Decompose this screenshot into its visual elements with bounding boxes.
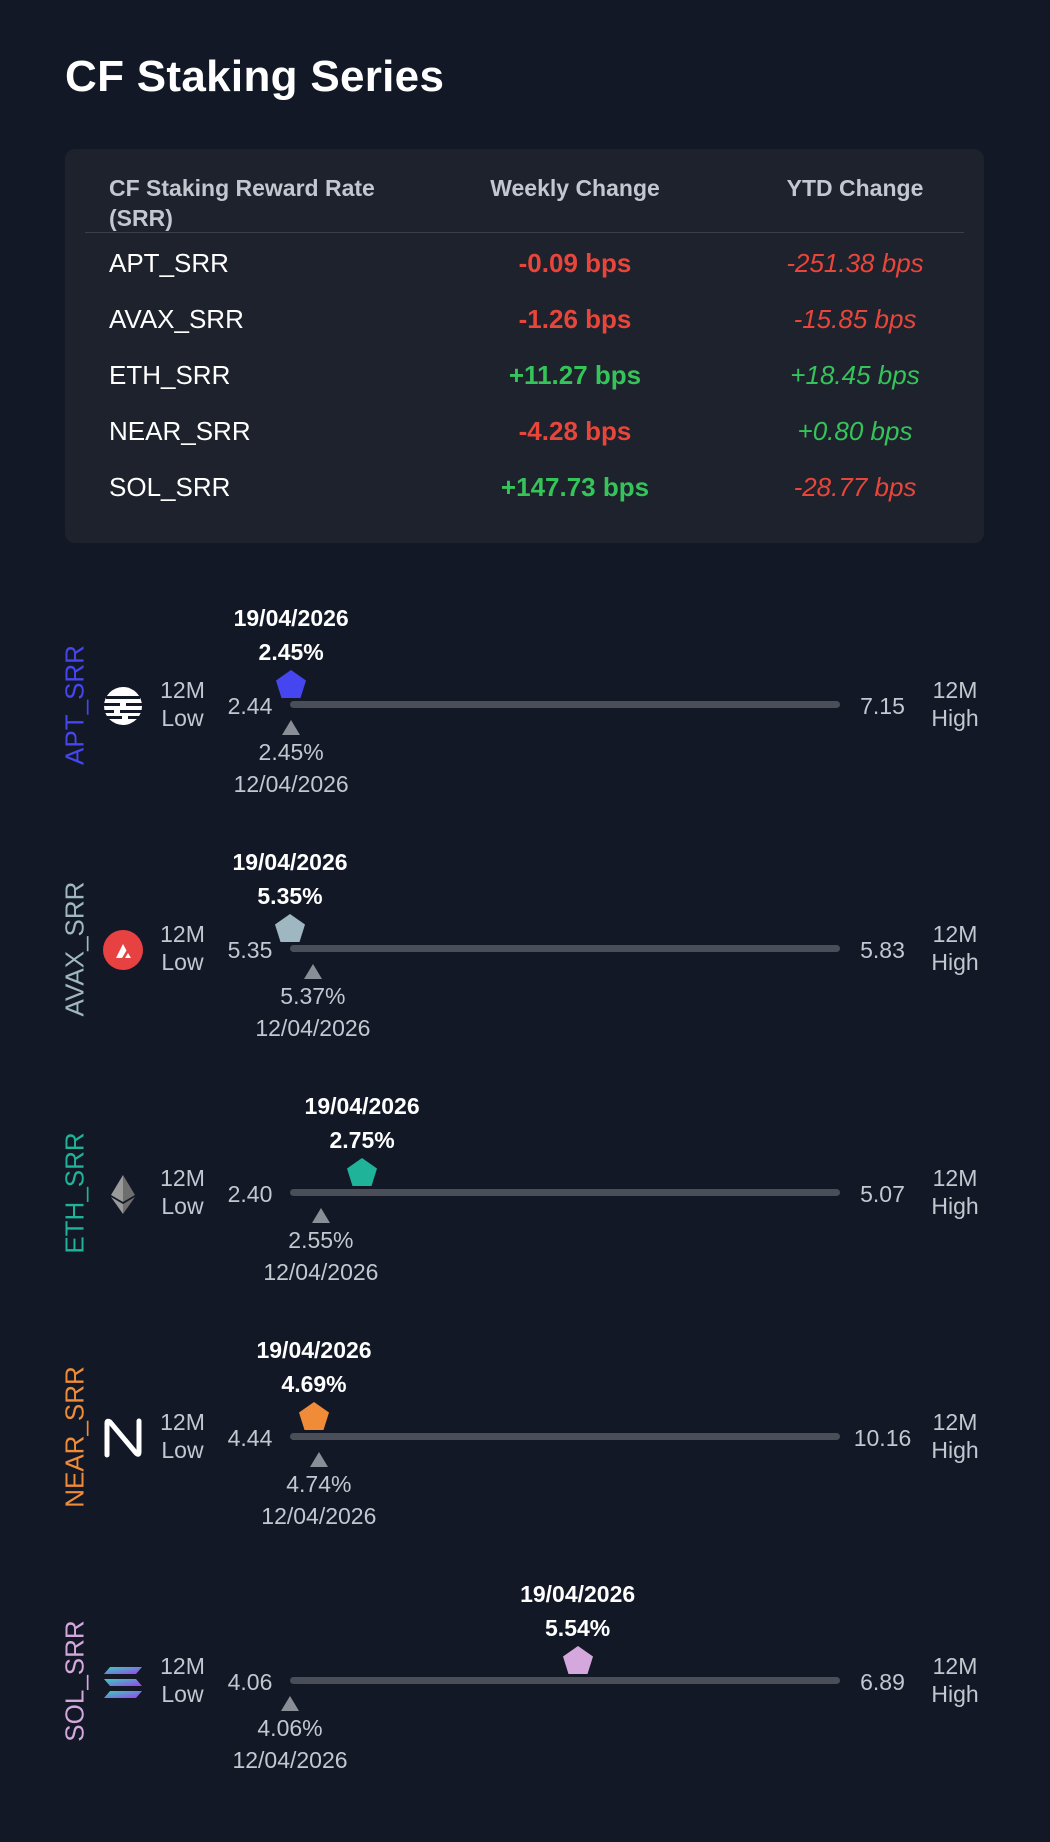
current-date: 19/04/2026 bbox=[233, 605, 349, 631]
range-track bbox=[290, 1677, 840, 1684]
table-header: CF Staking Reward Rate (SRR) Weekly Chan… bbox=[85, 173, 964, 233]
row-weekly-change: +147.73 bps bbox=[500, 472, 650, 502]
row-name: SOL_SRR bbox=[109, 472, 231, 502]
current-value: 2.75% bbox=[329, 1127, 395, 1153]
header-weekly-change: Weekly Change bbox=[490, 175, 660, 201]
low-label: 12M Low bbox=[160, 921, 205, 975]
row-ytd-change: -28.77 bps bbox=[793, 472, 917, 502]
series-eth: ETH_SRR 12M Low 2.40 5.07 12M High 19/04… bbox=[0, 1083, 1050, 1313]
series-label: NEAR_SRR bbox=[59, 1366, 90, 1508]
current-value: 5.54% bbox=[545, 1615, 611, 1641]
current-date: 19/04/2026 bbox=[232, 849, 348, 875]
series-label: ETH_SRR bbox=[59, 1132, 90, 1254]
solana-icon bbox=[104, 1667, 142, 1698]
row-ytd-change: +18.45 bps bbox=[790, 360, 920, 390]
table-row: APT_SRR -0.09 bps -251.38 bps bbox=[85, 235, 964, 291]
current-value: 5.35% bbox=[257, 883, 323, 909]
previous-value: 4.06% bbox=[257, 1715, 323, 1741]
high-value: 7.15 bbox=[860, 693, 905, 719]
series-near: NEAR_SRR 12M Low 4.44 10.16 12M High 19/… bbox=[0, 1327, 1050, 1557]
table-row: AVAX_SRR -1.26 bps -15.85 bps bbox=[85, 291, 964, 347]
previous-date: 12/04/2026 bbox=[263, 1259, 379, 1285]
high-value: 6.89 bbox=[860, 1669, 905, 1695]
aptos-icon bbox=[104, 687, 142, 725]
current-marker bbox=[299, 1402, 330, 1430]
high-label: 12M High bbox=[931, 921, 979, 975]
row-name: NEAR_SRR bbox=[109, 416, 251, 446]
current-marker bbox=[275, 914, 305, 942]
series-label: APT_SRR bbox=[59, 645, 90, 765]
high-value: 5.07 bbox=[860, 1181, 905, 1207]
row-ytd-change: -15.85 bps bbox=[793, 304, 917, 334]
row-ytd-change: +0.80 bps bbox=[797, 416, 913, 446]
low-value: 2.44 bbox=[227, 693, 273, 719]
row-weekly-change: +11.27 bps bbox=[508, 360, 642, 390]
row-name: AVAX_SRR bbox=[109, 304, 244, 334]
page-title: CF Staking Series bbox=[65, 52, 445, 101]
series-avax: AVAX_SRR 12M Low 5.35 5.83 12M High 19/0… bbox=[0, 839, 1050, 1069]
previous-value: 4.74% bbox=[286, 1471, 352, 1497]
high-value: 10.16 bbox=[853, 1425, 912, 1451]
near-icon bbox=[104, 1418, 142, 1458]
row-weekly-change: -0.09 bps bbox=[518, 248, 632, 278]
current-date: 19/04/2026 bbox=[304, 1093, 420, 1119]
table-row: ETH_SRR +11.27 bps +18.45 bps bbox=[85, 347, 964, 403]
row-weekly-change: -4.28 bps bbox=[518, 416, 632, 446]
high-value: 5.83 bbox=[860, 937, 905, 963]
series-label: AVAX_SRR bbox=[59, 881, 90, 1017]
previous-marker bbox=[309, 1452, 328, 1467]
avalanche-icon bbox=[103, 930, 143, 970]
previous-date: 12/04/2026 bbox=[261, 1503, 377, 1529]
previous-marker bbox=[303, 964, 322, 979]
row-name: APT_SRR bbox=[109, 248, 229, 278]
table-row: SOL_SRR +147.73 bps -28.77 bps bbox=[85, 459, 964, 515]
current-value: 4.69% bbox=[281, 1371, 347, 1397]
current-date: 19/04/2026 bbox=[256, 1337, 372, 1363]
current-value: 2.45% bbox=[258, 639, 324, 665]
low-value: 2.40 bbox=[227, 1181, 273, 1207]
previous-value: 2.45% bbox=[258, 739, 324, 765]
low-label: 12M Low bbox=[160, 677, 205, 731]
low-label: 12M Low bbox=[160, 1409, 205, 1463]
previous-date: 12/04/2026 bbox=[232, 1747, 348, 1773]
high-label: 12M High bbox=[931, 1653, 979, 1707]
series-apt: APT_SRR 12M Low 2.44 7.15 12M High 19/04… bbox=[0, 595, 1050, 825]
previous-marker bbox=[281, 1696, 299, 1711]
high-label: 12M High bbox=[931, 1165, 979, 1219]
series-sol: SOL_SRR 12M Low 4.06 6.89 12M High 19/04… bbox=[0, 1571, 1050, 1801]
low-value: 5.35 bbox=[227, 937, 273, 963]
previous-date: 12/04/2026 bbox=[233, 771, 349, 797]
range-track bbox=[290, 1433, 840, 1440]
summary-table: CF Staking Reward Rate (SRR) Weekly Chan… bbox=[65, 149, 984, 543]
low-value: 4.44 bbox=[227, 1425, 273, 1451]
high-label: 12M High bbox=[931, 1409, 979, 1463]
series-label: SOL_SRR bbox=[59, 1620, 90, 1742]
current-marker bbox=[276, 670, 307, 698]
previous-value: 2.55% bbox=[288, 1227, 354, 1253]
previous-value: 5.37% bbox=[280, 983, 346, 1009]
previous-date: 12/04/2026 bbox=[255, 1015, 371, 1041]
current-marker bbox=[347, 1158, 378, 1186]
row-ytd-change: -251.38 bps bbox=[786, 248, 924, 278]
range-track bbox=[290, 1189, 840, 1196]
low-value: 4.06 bbox=[227, 1669, 273, 1695]
low-label: 12M Low bbox=[160, 1653, 205, 1707]
header-name: CF Staking Reward Rate (SRR) bbox=[109, 175, 375, 231]
range-track bbox=[290, 945, 840, 952]
previous-marker bbox=[282, 720, 301, 735]
row-weekly-change: -1.26 bps bbox=[518, 304, 632, 334]
range-track bbox=[290, 701, 840, 708]
ethereum-icon bbox=[111, 1175, 135, 1214]
header-ytd-change: YTD Change bbox=[786, 175, 924, 201]
table-row: NEAR_SRR -4.28 bps +0.80 bps bbox=[85, 403, 964, 459]
previous-marker bbox=[311, 1208, 330, 1223]
row-name: ETH_SRR bbox=[109, 360, 231, 390]
current-date: 19/04/2026 bbox=[520, 1581, 636, 1607]
high-label: 12M High bbox=[931, 677, 979, 731]
low-label: 12M Low bbox=[160, 1165, 205, 1219]
current-marker bbox=[562, 1646, 593, 1674]
